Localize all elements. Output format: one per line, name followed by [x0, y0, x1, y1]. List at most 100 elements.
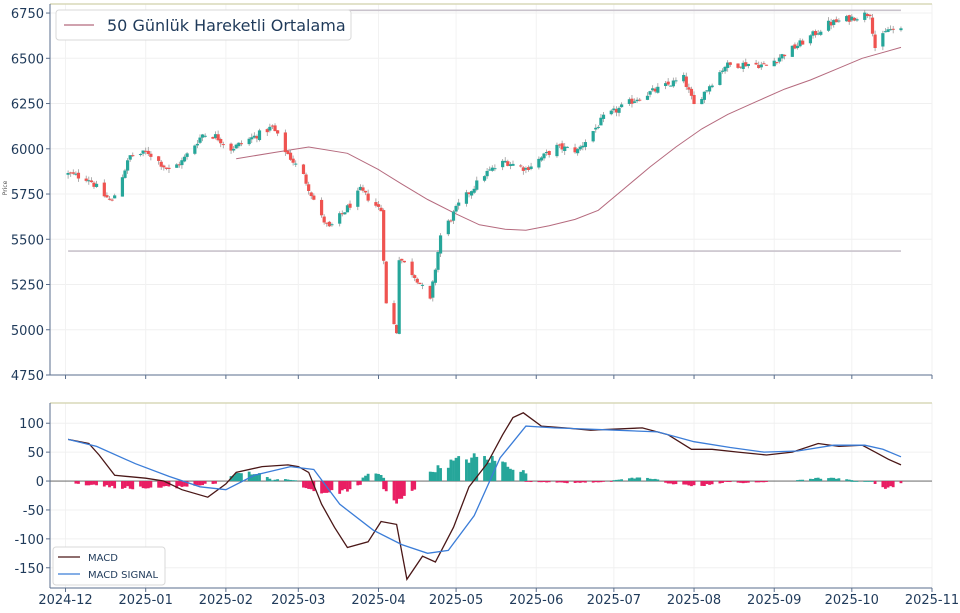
candle-down	[560, 143, 564, 150]
histogram-bar-negative	[884, 481, 887, 489]
histogram-bar-negative	[708, 481, 711, 485]
histogram-bar-negative	[563, 481, 567, 483]
histogram-bar-negative	[343, 481, 347, 490]
candle-down	[107, 198, 112, 200]
candle-up	[87, 180, 91, 182]
histogram-bar-positive	[653, 478, 657, 482]
histogram-bar-positive	[630, 477, 634, 482]
y-axis-label: Price	[2, 180, 9, 195]
x-tick-label: 2025-02	[199, 593, 253, 608]
candle-up	[501, 160, 505, 168]
candle-down	[521, 167, 525, 171]
candle-up	[232, 148, 236, 151]
candle-up	[482, 176, 487, 181]
histogram-bar-negative	[576, 481, 580, 483]
candle-down	[865, 13, 869, 17]
macd-lines	[67, 412, 902, 581]
candle-down	[301, 164, 306, 175]
candle-up	[682, 74, 686, 82]
histogram-bar-negative	[121, 481, 124, 489]
candle-up	[294, 163, 298, 165]
candle-down	[144, 150, 148, 152]
histogram-bar-negative	[565, 481, 569, 484]
candle-down	[394, 324, 399, 334]
histogram-bar-negative	[739, 481, 742, 483]
histogram-bar-negative	[891, 481, 895, 488]
candle-up	[723, 66, 727, 72]
histogram-bar-negative	[128, 481, 132, 489]
price-grid	[50, 4, 933, 376]
histogram-bar-positive	[816, 477, 820, 482]
candle-down	[71, 172, 75, 174]
histogram-bar-positive	[247, 471, 251, 482]
histogram-bar-negative	[578, 481, 582, 483]
candle-down	[283, 132, 287, 153]
candle-down	[273, 125, 277, 132]
histogram-bar-positive	[863, 481, 867, 482]
candle-down	[653, 88, 657, 92]
candle-up	[620, 104, 624, 108]
candle-up	[599, 117, 603, 126]
histogram-bar-negative	[193, 481, 197, 486]
histogram-bar-positive	[524, 473, 528, 482]
candle-up	[195, 143, 200, 146]
histogram-bar-negative	[540, 481, 543, 483]
candle-up	[457, 202, 461, 206]
candle-up	[66, 172, 70, 175]
candle-up	[635, 99, 639, 102]
histogram-bar-negative	[322, 481, 326, 493]
histogram-bar-positive	[439, 468, 442, 482]
candle-up	[490, 167, 494, 171]
histogram-bar-negative	[726, 481, 730, 482]
histogram-bar-negative	[723, 481, 727, 482]
histogram-bar-negative	[356, 481, 360, 486]
candle-up	[674, 80, 678, 82]
candle-down	[754, 62, 758, 65]
candle-down	[304, 174, 308, 184]
candle-up	[855, 19, 859, 21]
histogram-bar-positive	[814, 477, 818, 482]
candle-up	[889, 29, 893, 31]
x-tick-label: 2024-12	[38, 593, 92, 608]
candle-up	[705, 90, 709, 92]
histogram-bar-positive	[501, 461, 505, 482]
histogram-bar-positive	[612, 480, 616, 482]
x-tick-label: 2025-06	[509, 593, 563, 608]
histogram-bar-positive	[638, 477, 642, 482]
histogram-bar-positive	[240, 473, 243, 482]
candle-down	[757, 64, 761, 69]
candle-up	[726, 62, 730, 68]
candle-up	[883, 31, 888, 33]
candle-up	[397, 260, 401, 334]
histogram-bar-negative	[175, 481, 179, 489]
candle-down	[239, 143, 244, 145]
candle-up	[741, 62, 745, 69]
histogram-bar-positive	[436, 465, 440, 482]
histogram-bar-positive	[847, 479, 851, 482]
candle-down	[847, 15, 851, 22]
histogram-bar-negative	[886, 481, 890, 488]
histogram-bar-negative	[687, 481, 691, 486]
candle-up	[609, 110, 613, 115]
histogram-bar-negative	[392, 481, 396, 501]
candle-up	[656, 86, 660, 93]
candle-down	[319, 199, 324, 216]
candle-up	[237, 142, 241, 147]
histogram-bar-positive	[635, 477, 639, 482]
histogram-bar-negative	[144, 481, 148, 489]
x-tick-label: 2025-01	[119, 593, 173, 608]
candle-down	[340, 213, 344, 215]
histogram-bar-negative	[159, 481, 163, 488]
candle-down	[110, 199, 114, 201]
histogram-bar-positive	[465, 459, 468, 482]
candle-up	[201, 134, 205, 138]
price-y-tick-label: 5500	[11, 233, 44, 248]
histogram-bar-negative	[684, 481, 688, 485]
candle-down	[131, 155, 135, 157]
histogram-bar-negative	[674, 481, 678, 485]
histogram-bar-positive	[832, 477, 836, 482]
histogram-bar-positive	[834, 478, 838, 482]
histogram-bar-negative	[304, 481, 308, 489]
histogram-bar-positive	[268, 478, 272, 482]
